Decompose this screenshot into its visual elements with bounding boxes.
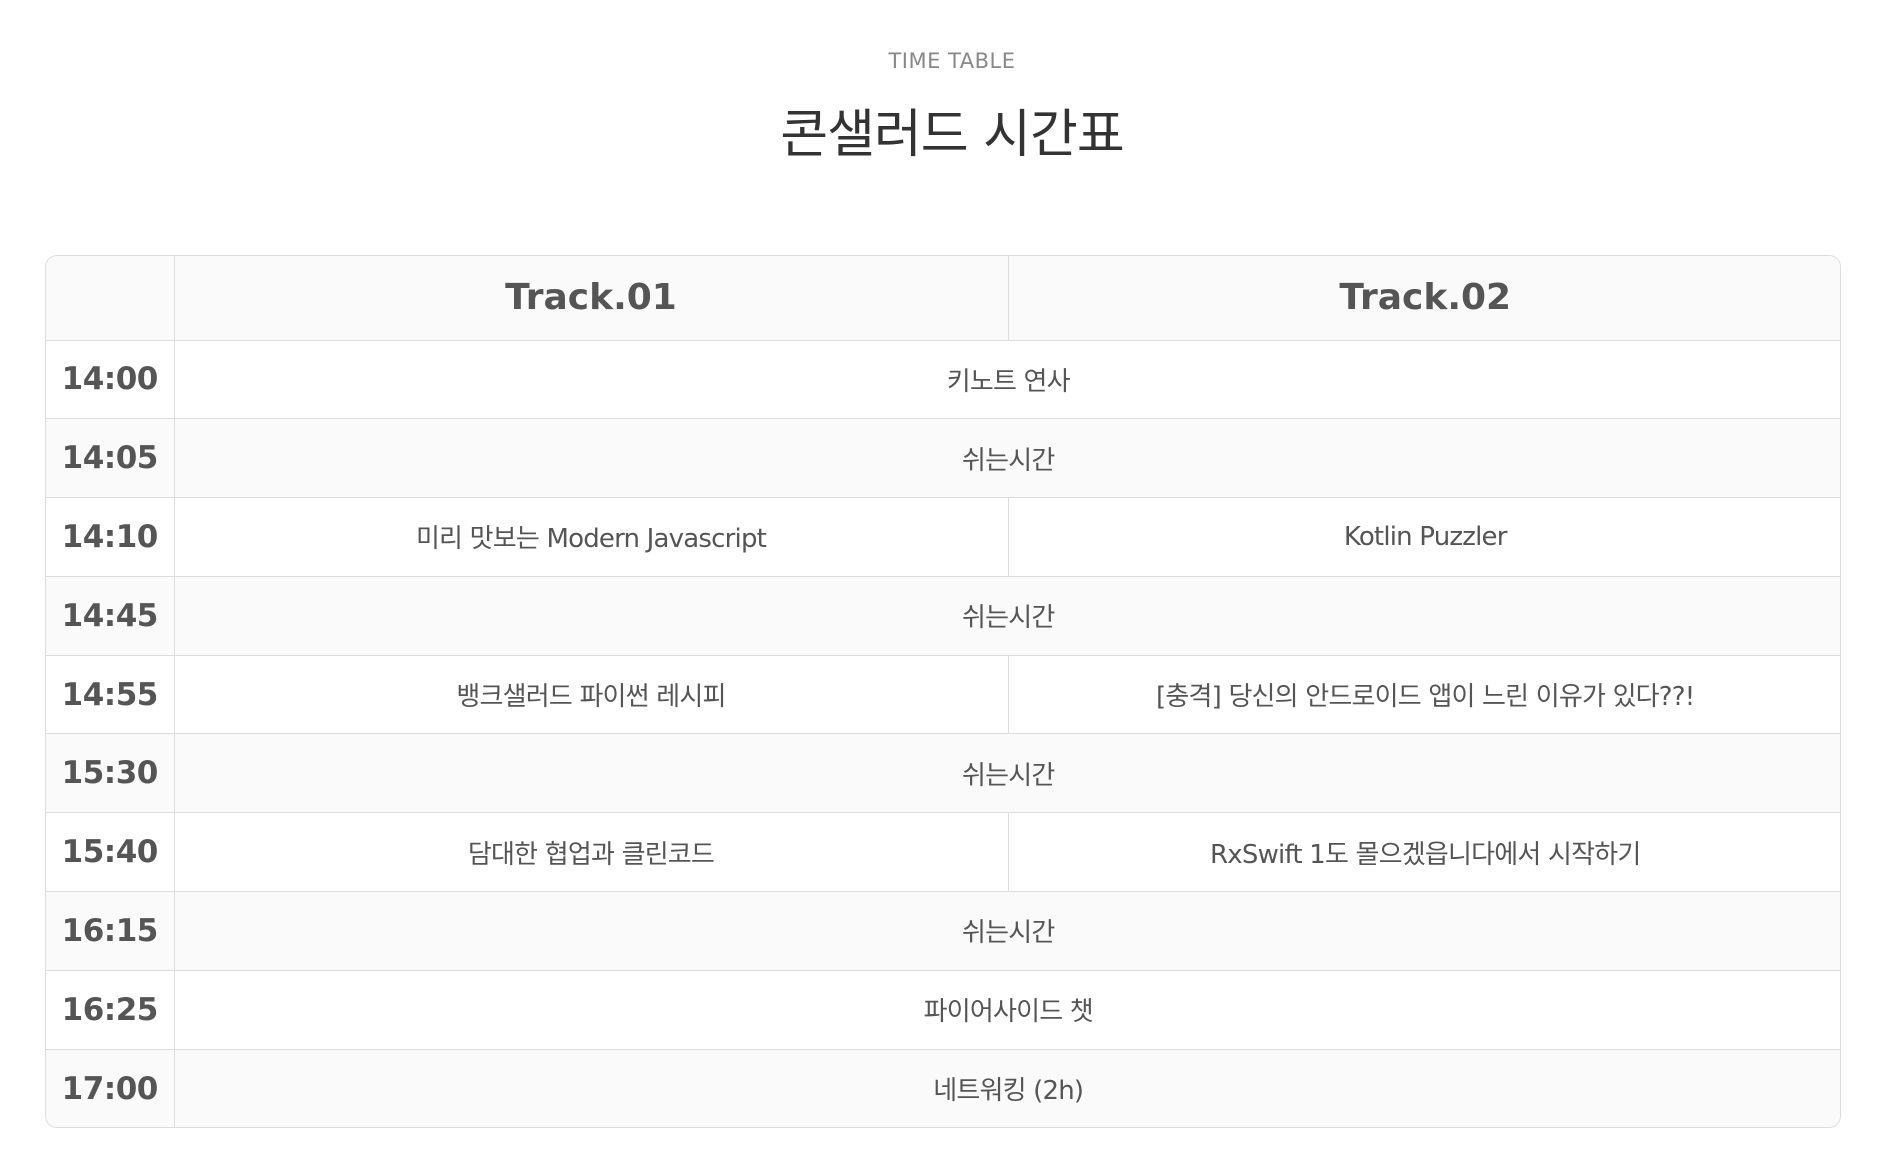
track-01-header: Track.01 — [174, 256, 1009, 341]
schedule-row: 14:00 키노트 연사 — [46, 340, 1840, 420]
session-cell-fireside-chat: 파이어사이드 챗 — [174, 970, 1840, 1050]
time-column-header — [46, 256, 175, 341]
header-row: Track.01 Track.02 — [46, 256, 1840, 341]
time-cell: 16:25 — [46, 970, 175, 1050]
time-cell: 14:55 — [46, 655, 175, 735]
track-01-session: 뱅크샐러드 파이썬 레시피 — [174, 655, 1009, 735]
page-title: 콘샐러드 시간표 — [780, 105, 1124, 165]
track-02-session: RxSwift 1도 몰으겠읍니다에서 시작하기 — [1008, 812, 1840, 893]
time-cell: 15:40 — [46, 812, 175, 893]
break-cell: 쉬는시간 — [174, 733, 1840, 814]
schedule-row: 15:40 담대한 협업과 클린코드 RxSwift 1도 몰으겠읍니다에서 시… — [46, 812, 1840, 893]
session-cell-keynote: 키노트 연사 — [174, 340, 1840, 420]
time-cell: 14:10 — [46, 497, 175, 577]
track-02-session: Kotlin Puzzler — [1008, 497, 1840, 577]
section-eyebrow: TIME TABLE — [888, 49, 1016, 73]
schedule-row: 16:15 쉬는시간 — [46, 891, 1840, 971]
time-cell: 14:05 — [46, 418, 175, 499]
track-02-header: Track.02 — [1008, 256, 1840, 341]
schedule-row: 16:25 파이어사이드 챗 — [46, 970, 1840, 1050]
session-cell-networking: 네트워킹 (2h) — [933, 1076, 1084, 1107]
schedule-row: 14:55 뱅크샐러드 파이썬 레시피 [충격] 당신의 안드로이드 앱이 느린… — [46, 655, 1840, 735]
break-cell: 쉬는시간 — [174, 576, 1840, 656]
time-cell: 17:00 — [46, 1049, 175, 1127]
time-cell: 14:00 — [46, 340, 175, 420]
timetable: Track.01 Track.02 14:00 키노트 연사 14:05 쉬는시… — [45, 255, 1841, 1128]
break-cell: 쉬는시간 — [174, 418, 1840, 499]
schedule-row: 14:05 쉬는시간 — [46, 418, 1840, 499]
schedule-row: 15:30 쉬는시간 — [46, 733, 1840, 814]
track-01-session: 담대한 협업과 클린코드 — [174, 812, 1009, 893]
track-02-session: [충격] 당신의 안드로이드 앱이 느린 이유가 있다??! — [1008, 655, 1840, 735]
schedule-row: 14:10 미리 맛보는 Modern Javascript Kotlin Pu… — [46, 497, 1840, 577]
track-01-session: 미리 맛보는 Modern Javascript — [174, 497, 1009, 577]
schedule-row: 17:00 네트워킹 (2h) — [46, 1049, 1840, 1127]
time-cell: 15:30 — [46, 733, 175, 814]
time-cell: 14:45 — [46, 576, 175, 656]
schedule-row: 14:45 쉬는시간 — [46, 576, 1840, 656]
timetable-grid: Track.01 Track.02 14:00 키노트 연사 14:05 쉬는시… — [46, 256, 1840, 1127]
time-cell: 16:15 — [46, 891, 175, 971]
break-cell: 쉬는시간 — [174, 891, 1840, 971]
